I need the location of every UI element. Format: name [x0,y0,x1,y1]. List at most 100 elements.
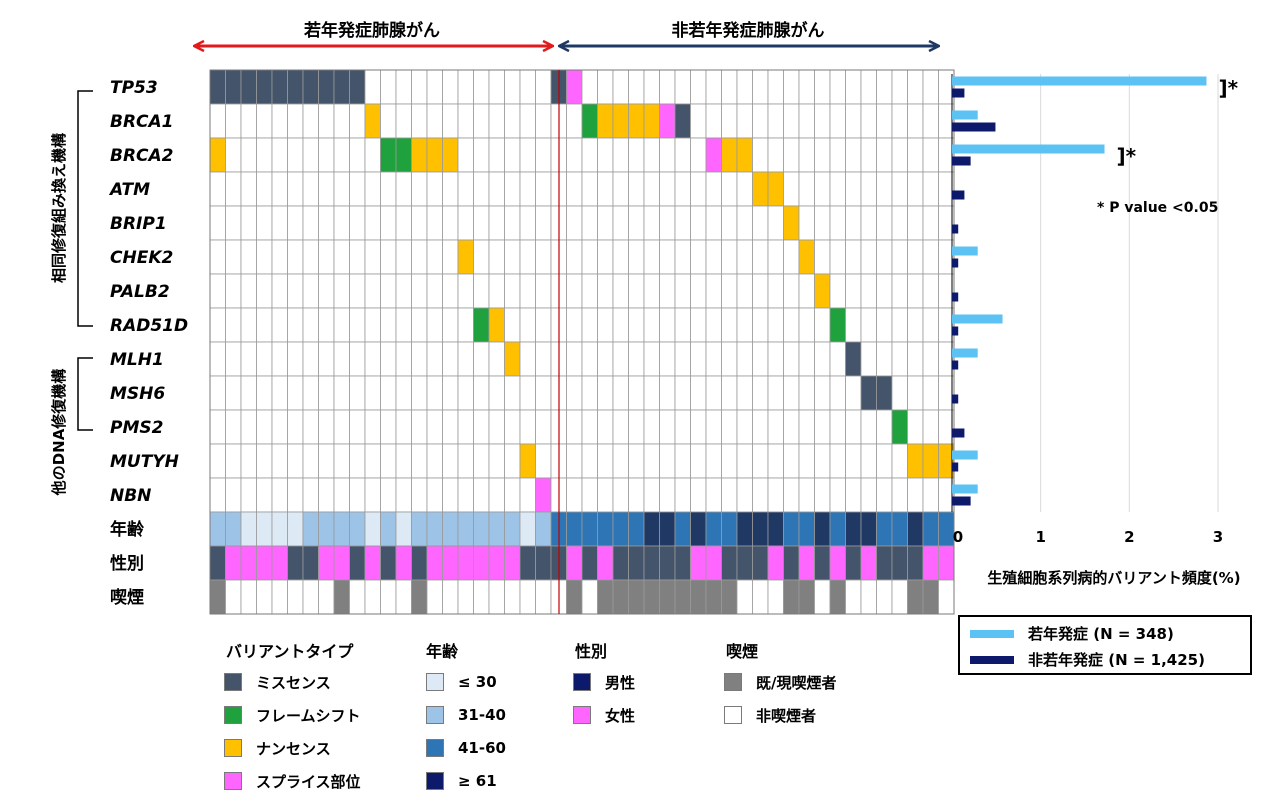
annotation-label: 性別 [110,553,144,574]
empty-cell [860,307,877,343]
empty-cell [690,409,707,445]
hr-pathway-bracket [77,90,93,327]
empty-cell [225,443,242,479]
empty-cell [581,341,598,377]
sex-cell [519,545,536,581]
empty-cell [783,103,800,139]
empty-cell [566,375,583,411]
empty-cell [287,137,304,173]
sex-cell [705,545,722,581]
legend-item-age-le30: ≤ 30 [426,670,497,694]
smoking-cell [767,579,784,615]
empty-cell [721,171,738,207]
empty-cell [349,103,366,139]
empty-cell [426,239,443,275]
missense-swatch [224,673,242,691]
empty-cell [798,205,815,241]
gene-label-brip1: BRIP1 [110,214,167,234]
smoking-cell [628,579,645,615]
variant-cell-missense [287,69,304,105]
empty-cell [736,103,753,139]
empty-cell [907,69,924,105]
sex-cell [225,545,242,581]
empty-cell [891,477,908,513]
age-cell [938,511,955,547]
smoking-cell [457,579,474,615]
empty-cell [798,375,815,411]
empty-cell [907,239,924,275]
empty-cell [225,205,242,241]
empty-cell [426,273,443,309]
empty-cell [643,341,660,377]
empty-cell [504,69,521,105]
empty-cell [566,171,583,207]
empty-cell [876,171,893,207]
smoking-legend-title: 喫煙 [726,642,759,661]
empty-cell [876,69,893,105]
empty-cell [271,273,288,309]
empty-cell [814,409,831,445]
age-cell [333,511,350,547]
empty-cell [674,341,691,377]
empty-cell [612,477,629,513]
smoking-cell [845,579,862,615]
empty-cell [411,375,428,411]
empty-cell [287,205,304,241]
empty-cell [628,171,645,207]
empty-cell [225,137,242,173]
sex-cell [442,545,459,581]
variant-cell-nonsense [364,103,381,139]
empty-cell [287,103,304,139]
empty-cell [457,409,474,445]
empty-cell [860,443,877,479]
empty-cell [829,239,846,275]
empty-cell [271,477,288,513]
empty-cell [922,239,939,275]
empty-cell [798,307,815,343]
bar-young [952,144,1105,154]
empty-cell [287,443,304,479]
empty-cell [876,307,893,343]
age-cell [380,511,397,547]
empty-cell [426,443,443,479]
empty-cell [333,137,350,173]
empty-cell [612,307,629,343]
empty-cell [442,239,459,275]
empty-cell [876,205,893,241]
empty-cell [597,443,614,479]
empty-cell [318,409,335,445]
empty-cell [442,307,459,343]
bar-young [952,450,978,460]
empty-cell [535,171,552,207]
age-cell [659,511,676,547]
legend-label: ≥ 61 [458,772,497,790]
empty-cell [891,171,908,207]
sex-cell [938,545,955,581]
empty-cell [209,171,226,207]
legend-item-age-41-60: 41-60 [426,736,506,760]
legend-label: ミスセンス [256,673,331,692]
empty-cell [457,375,474,411]
smoking-cell [876,579,893,615]
sex-cell [271,545,288,581]
empty-cell [209,409,226,445]
empty-cell [674,205,691,241]
empty-cell [488,137,505,173]
sex-cell [256,545,273,581]
empty-cell [674,273,691,309]
empty-cell [457,69,474,105]
variant-cell-missense [240,69,257,105]
empty-cell [860,239,877,275]
variant-cell-nonsense [922,443,939,479]
sex-cell [287,545,304,581]
empty-cell [395,341,412,377]
sex-cell [581,545,598,581]
empty-cell [659,171,676,207]
empty-cell [783,273,800,309]
empty-cell [488,443,505,479]
empty-cell [473,69,490,105]
empty-cell [597,341,614,377]
legend-item-female: 女性 [573,703,635,727]
empty-cell [860,103,877,139]
sex-cell [566,545,583,581]
